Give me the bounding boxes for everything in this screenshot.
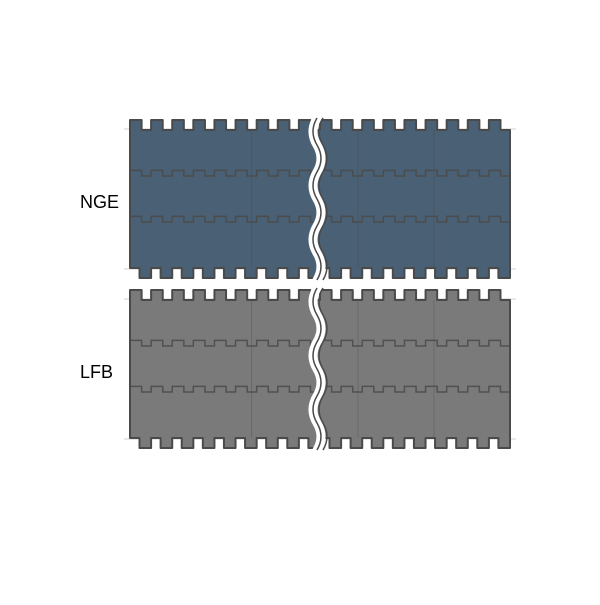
label-nge: NGE — [80, 192, 119, 213]
label-lfb: LFB — [80, 362, 113, 383]
belt-diagram: NGE LFB — [0, 0, 600, 600]
belt-svg — [0, 0, 600, 600]
